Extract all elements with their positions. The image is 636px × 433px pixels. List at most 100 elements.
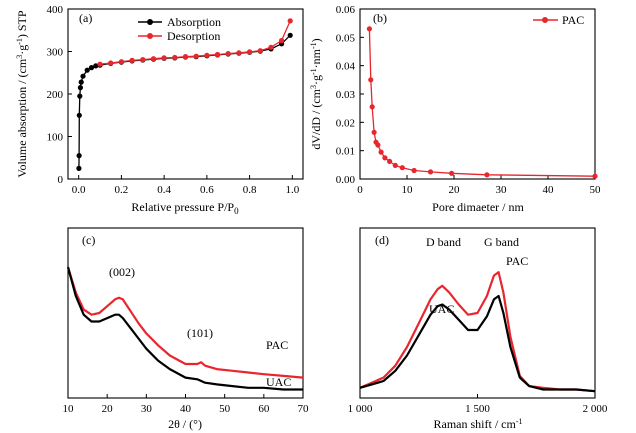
panel-a: (a) Relative pressure P/P0 Volume absorp… bbox=[15, 4, 304, 216]
x-tick-label: 20 bbox=[102, 403, 114, 415]
y-tick-label: 0.01 bbox=[336, 146, 355, 158]
data-point-absorption bbox=[78, 79, 84, 85]
panel-c-label: (c) bbox=[82, 233, 95, 247]
series-label-uac-c: UAC bbox=[266, 375, 291, 389]
y-tick-label: 300 bbox=[47, 47, 64, 59]
x-tick-label: 60 bbox=[258, 403, 270, 415]
panel-d: (d) Raman shift / cm-1 D band G band PAC… bbox=[348, 227, 608, 431]
panel-a-label: (a) bbox=[79, 11, 92, 25]
data-point-pac bbox=[366, 26, 372, 32]
series-label-uac-d: UAC bbox=[429, 302, 454, 316]
data-point-desorption bbox=[257, 48, 263, 54]
data-point-desorption bbox=[182, 54, 189, 60]
x-tick-label: 40 bbox=[543, 184, 555, 196]
panel-a-ylabel: Volume absorption / (cm3·g-1) STP bbox=[15, 10, 29, 177]
panel-b-xlabel: Pore dimaeter / nm bbox=[432, 200, 524, 214]
annotation-g-band: G band bbox=[484, 235, 519, 249]
x-tick-label: 70 bbox=[298, 403, 310, 415]
data-point-desorption bbox=[108, 60, 114, 66]
panel-c: (c) 2θ / (°) (002) (101) PAC UAC 10 20 30 4… bbox=[63, 227, 310, 431]
panel-b-frame bbox=[359, 8, 596, 180]
data-point-pac bbox=[368, 77, 374, 83]
y-tick-label: 0.06 bbox=[336, 4, 356, 16]
data-point-pac bbox=[449, 170, 455, 176]
x-tick-label: 20 bbox=[449, 184, 461, 196]
x-tick-label: 2 000 bbox=[583, 403, 608, 415]
y-tick-label: 400 bbox=[47, 4, 64, 16]
data-point-desorption bbox=[268, 44, 274, 50]
x-tick-label: 50 bbox=[590, 184, 602, 196]
y-tick-label: 0.02 bbox=[336, 117, 355, 129]
data-point-absorption bbox=[88, 65, 95, 71]
legend-marker-pac bbox=[542, 17, 548, 23]
data-point-desorption bbox=[225, 51, 231, 57]
panel-c-xlabel: 2θ / (°) bbox=[168, 417, 202, 431]
y-tick-label: 0.03 bbox=[336, 89, 356, 101]
data-point-pac bbox=[392, 162, 398, 168]
data-point-pac bbox=[369, 104, 375, 110]
x-tick-label: 1.0 bbox=[285, 184, 299, 196]
data-point-pac bbox=[378, 149, 384, 155]
data-point-desorption bbox=[247, 49, 253, 55]
data-point-desorption bbox=[172, 54, 178, 61]
series-label-pac-c: PAC bbox=[266, 338, 288, 352]
panel-a-legend: Absorption Desorption bbox=[138, 15, 221, 43]
data-point-pac bbox=[484, 172, 490, 178]
data-point-desorption bbox=[287, 18, 293, 24]
data-point-pac bbox=[427, 169, 434, 175]
data-point-absorption bbox=[84, 67, 90, 73]
annotation-002: (002) bbox=[109, 265, 135, 279]
data-point-absorption bbox=[77, 93, 83, 99]
data-point-absorption bbox=[76, 165, 82, 171]
data-point-absorption bbox=[77, 85, 83, 91]
data-point-desorption bbox=[204, 52, 210, 58]
y-tick-label: 0 bbox=[58, 174, 64, 186]
data-point-pac bbox=[375, 142, 381, 148]
data-point-absorption bbox=[76, 153, 82, 159]
x-tick-label: 50 bbox=[219, 403, 231, 415]
x-tick-label: 0.8 bbox=[243, 184, 257, 196]
panel-b: (b) Pore dimaeter / nm dV/dD / (cm3·g-1·… bbox=[309, 4, 601, 214]
data-point-desorption bbox=[118, 59, 124, 65]
data-point-absorption bbox=[80, 73, 86, 79]
data-point-pac bbox=[371, 129, 377, 135]
data-point-pac bbox=[592, 173, 598, 179]
panel-d-label: (d) bbox=[375, 233, 389, 247]
y-tick-label: 100 bbox=[47, 132, 64, 144]
y-tick-label: 0.00 bbox=[336, 174, 356, 186]
x-tick-label: 30 bbox=[141, 403, 153, 415]
series-label-pac-d: PAC bbox=[506, 254, 528, 268]
data-point-absorption bbox=[76, 112, 82, 118]
annotation-d-band: D band bbox=[426, 235, 461, 249]
x-tick-label: 30 bbox=[496, 184, 508, 196]
x-tick-label: 1 500 bbox=[465, 403, 490, 415]
data-point-desorption bbox=[140, 57, 146, 63]
data-point-pac bbox=[382, 155, 388, 161]
y-tick-label: 200 bbox=[47, 89, 64, 101]
data-point-pac bbox=[399, 165, 405, 171]
data-point-desorption bbox=[279, 37, 285, 44]
x-tick-label: 0.0 bbox=[72, 184, 86, 196]
legend-label-pac: PAC bbox=[562, 13, 584, 27]
panel-b-label: (b) bbox=[373, 11, 387, 25]
data-point-desorption bbox=[129, 57, 135, 64]
y-tick-label: 0.05 bbox=[336, 32, 356, 44]
series-line-pac bbox=[368, 28, 596, 177]
x-tick-label: 0.6 bbox=[200, 184, 214, 196]
data-point-desorption bbox=[214, 51, 221, 58]
legend-marker-desorption bbox=[147, 33, 153, 39]
data-point-desorption bbox=[97, 61, 103, 67]
x-tick-label: 40 bbox=[180, 403, 192, 415]
series-line-pac bbox=[359, 271, 596, 393]
panel-d-xlabel: Raman shift / cm-1 bbox=[434, 417, 523, 431]
legend-marker-absorption bbox=[147, 19, 153, 25]
annotation-101: (101) bbox=[187, 326, 213, 340]
data-point-absorption bbox=[287, 32, 293, 38]
series-line-uac bbox=[359, 294, 596, 393]
panel-a-xlabel: Relative pressure P/P0 bbox=[131, 200, 239, 216]
x-tick-label: 0.2 bbox=[115, 184, 129, 196]
x-tick-label: 10 bbox=[63, 403, 75, 415]
panel-b-ylabel: dV/dD / (cm3·g-1·nm-1) bbox=[309, 38, 323, 149]
y-tick-label: 0.04 bbox=[336, 61, 356, 73]
